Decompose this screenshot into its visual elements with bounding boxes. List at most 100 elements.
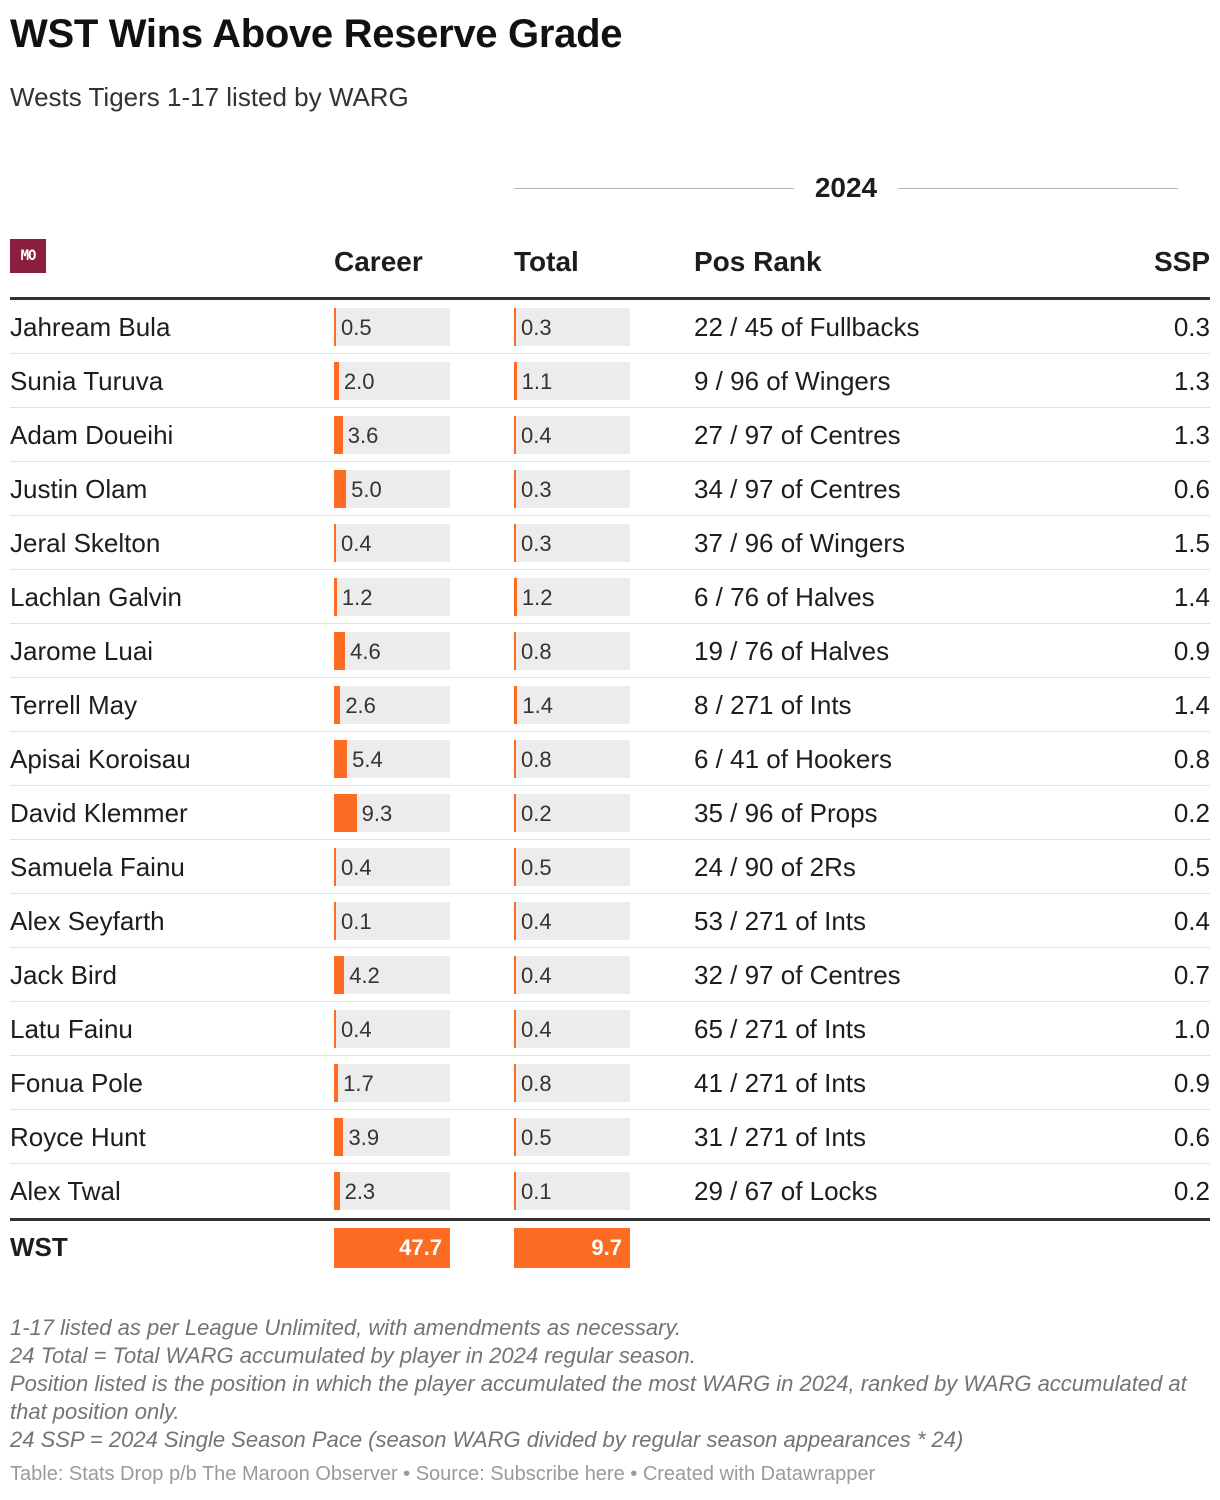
- player-name: Jack Bird: [10, 960, 117, 990]
- player-name: Jeral Skelton: [10, 528, 161, 558]
- total-value-label: 0.8: [521, 639, 552, 664]
- ssp-value: 1.3: [1173, 420, 1210, 450]
- career-bar-track: 4.2: [334, 956, 450, 994]
- career-value-label: 5.0: [351, 477, 382, 502]
- career-bar-track: 2.3: [334, 1172, 450, 1210]
- career-bar-track: 0.4: [334, 848, 450, 886]
- career-bar: [334, 1064, 339, 1102]
- career-bar-track: 5.4: [334, 740, 450, 778]
- total-bar-track: 0.8: [514, 1064, 630, 1102]
- career-bar: [334, 956, 345, 994]
- total-value-label: 0.5: [521, 1125, 552, 1150]
- column-header-total[interactable]: Total: [514, 246, 579, 277]
- table-row: Royce Hunt 3.9 0.5 31 / 271 of Ints 0.6: [10, 1110, 1210, 1164]
- player-name: Jarome Luai: [10, 636, 154, 666]
- table-row: Samuela Fainu 0.4 0.5 24 / 90 of 2Rs 0.5: [10, 840, 1210, 894]
- player-name: Apisai Koroisau: [10, 744, 191, 774]
- total-bar: [514, 524, 516, 562]
- pos-rank: 24 / 90 of 2Rs: [694, 852, 856, 882]
- total-value-label: 1.4: [522, 693, 553, 718]
- ssp-value: 0.9: [1173, 636, 1210, 666]
- player-name: Alex Seyfarth: [10, 906, 165, 936]
- career-value-label: 2.6: [345, 693, 376, 718]
- career-bar-track: 1.7: [334, 1064, 450, 1102]
- footnote: 24 SSP = 2024 Single Season Pace (season…: [10, 1427, 964, 1452]
- career-value-label: 5.4: [352, 747, 383, 772]
- player-name: Justin Olam: [10, 474, 148, 504]
- column-header-ssp[interactable]: SSP: [1153, 246, 1210, 277]
- career-bar-track: 0.5: [334, 308, 450, 346]
- career-bar: [334, 902, 336, 940]
- ssp-value: 0.8: [1173, 744, 1210, 774]
- career-bar: [334, 1172, 340, 1210]
- player-name: Alex Twal: [10, 1176, 121, 1206]
- total-bar: [514, 794, 516, 832]
- career-bar: [334, 686, 341, 724]
- total-value-label: 1.2: [521, 585, 553, 610]
- career-bar-track: 1.2: [334, 578, 450, 616]
- group-divider-left: [514, 188, 794, 189]
- table-row: Fonua Pole 1.7 0.8 41 / 271 of Ints 0.9: [10, 1056, 1210, 1110]
- column-header-pos-rank[interactable]: Pos Rank: [694, 246, 822, 277]
- total-bar: [514, 578, 517, 616]
- total-bar: [514, 632, 516, 670]
- career-value-label: 4.6: [350, 639, 381, 664]
- career-bar: [334, 524, 336, 562]
- ssp-value: 0.7: [1173, 960, 1210, 990]
- ssp-value: 1.5: [1173, 528, 1210, 558]
- total-value-label: 0.4: [521, 423, 552, 448]
- total-bar: [514, 416, 516, 454]
- chart-title: WST Wins Above Reserve Grade: [10, 12, 623, 56]
- career-bar-track: 5.0: [334, 470, 450, 508]
- career-value-label: 0.4: [341, 531, 372, 556]
- total-bar-track: 1.1: [514, 362, 630, 400]
- total-bar: [514, 740, 516, 778]
- career-bar: [334, 308, 336, 346]
- pos-rank: 34 / 97 of Centres: [694, 474, 901, 504]
- career-value-label: 0.1: [341, 909, 372, 934]
- table-row: Adam Doueihi 3.6 0.4 27 / 97 of Centres 1.3: [10, 408, 1210, 462]
- table-row: Jahream Bula 0.5 0.3 22 / 45 of Fullbacks 0.…: [10, 300, 1210, 354]
- pos-rank: 19 / 76 of Halves: [694, 636, 890, 666]
- ssp-value: 0.4: [1173, 906, 1210, 936]
- table-row: Jeral Skelton 0.4 0.3 37 / 96 of Wingers 1.5: [10, 516, 1210, 570]
- table-row: Terrell May 2.6 1.4 8 / 271 of Ints 1.4: [10, 678, 1210, 732]
- table-row: Alex Seyfarth 0.1 0.4 53 / 271 of Ints 0.4: [10, 894, 1210, 948]
- pos-rank: 53 / 271 of Ints: [694, 906, 867, 936]
- total-value-label: 0.8: [521, 747, 552, 772]
- career-bar: [334, 794, 357, 832]
- ssp-value: 1.4: [1173, 690, 1210, 720]
- pos-rank: 6 / 41 of Hookers: [694, 744, 892, 774]
- total-value-label: 0.5: [521, 855, 552, 880]
- total-bar: [514, 956, 516, 994]
- pos-rank: 27 / 97 of Centres: [694, 420, 901, 450]
- total-bar-track: 0.3: [514, 308, 630, 346]
- total-value-label: 0.1: [521, 1179, 552, 1204]
- career-value-label: 4.2: [349, 963, 380, 988]
- table-row: Apisai Koroisau 5.4 0.8 6 / 41 of Hookers 0.…: [10, 732, 1210, 786]
- total-value-label: 0.3: [521, 477, 552, 502]
- total-bar: [514, 848, 516, 886]
- column-header-career[interactable]: Career: [334, 246, 423, 277]
- player-name: Sunia Turuva: [10, 366, 164, 396]
- career-bar: [334, 362, 339, 400]
- career-value-label: 0.4: [341, 855, 372, 880]
- career-bar-track: 0.1: [334, 902, 450, 940]
- total-bar-track: 0.4: [514, 416, 630, 454]
- career-bar-track: 3.6: [334, 416, 450, 454]
- total-bar: [514, 308, 516, 346]
- total-bar: [514, 362, 517, 400]
- ssp-value: 0.6: [1173, 474, 1210, 504]
- pos-rank: 65 / 271 of Ints: [694, 1014, 867, 1044]
- career-bar-track: 0.4: [334, 524, 450, 562]
- career-bar: [334, 578, 337, 616]
- career-bar-track: 3.9: [334, 1118, 450, 1156]
- player-name: Jahream Bula: [10, 312, 171, 342]
- total-bar-track: 0.4: [514, 902, 630, 940]
- total-bar: [514, 902, 516, 940]
- career-bar: [334, 1010, 336, 1048]
- career-value-label: 3.6: [347, 423, 379, 448]
- ssp-value: 1.4: [1173, 582, 1210, 612]
- pos-rank: 8 / 271 of Ints: [694, 690, 852, 720]
- ssp-value: 0.2: [1173, 1176, 1210, 1206]
